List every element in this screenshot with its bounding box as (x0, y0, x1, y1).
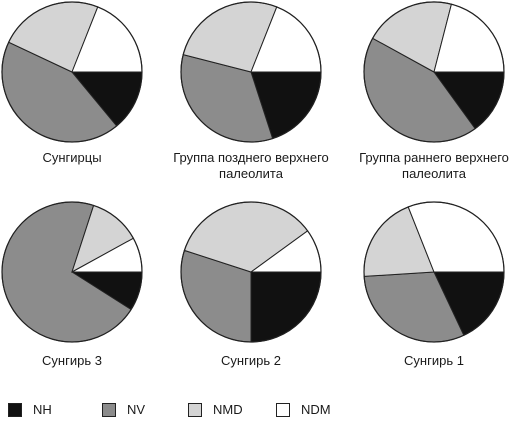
pie-early-upper-paleolithic (363, 1, 505, 143)
pie-outline-late-upper-paleolithic (180, 1, 322, 143)
pie-sungir-1 (363, 201, 505, 343)
pie-outline-sungir-1 (363, 201, 505, 343)
legend-label-nh: NH (33, 402, 52, 417)
pie-title-early-upper-paleolithic: Группа раннего верхнего палеолита (359, 150, 509, 181)
pie-title-sungir-1: Сунгирь 1 (404, 353, 464, 368)
legend-swatch-ndm (276, 403, 290, 417)
pie-sungir-3 (1, 201, 143, 343)
pie-sungirians (1, 1, 143, 143)
pie-outline-sungirians (1, 1, 143, 143)
pie-sungir-2 (180, 201, 322, 343)
pies-canvas (1, 1, 505, 343)
legend-swatch-nv (102, 403, 116, 417)
legend-swatch-nmd (188, 403, 202, 417)
legend: NH NV NMD NDM (8, 402, 508, 420)
pie-title-sungirians: Сунгирцы (42, 150, 102, 165)
pie-slice-sungir-2-nh (250, 271, 322, 343)
pie-outline-sungir-2 (180, 201, 322, 343)
pie-title-sungir-3: Сунгирь 3 (42, 353, 102, 368)
legend-label-nv: NV (127, 402, 146, 417)
legend-label-ndm: NDM (301, 402, 331, 417)
legend-label-nmd: NMD (213, 402, 243, 417)
pie-title-late-upper-paleolithic: Группа позднего верхнего палеолита (173, 150, 329, 181)
pie-outline-early-upper-paleolithic (363, 1, 505, 143)
pie-title-sungir-2: Сунгирь 2 (221, 353, 281, 368)
legend-swatch-nh (8, 403, 22, 417)
pie-late-upper-paleolithic (180, 1, 322, 143)
pie-outline-sungir-3 (1, 201, 143, 343)
